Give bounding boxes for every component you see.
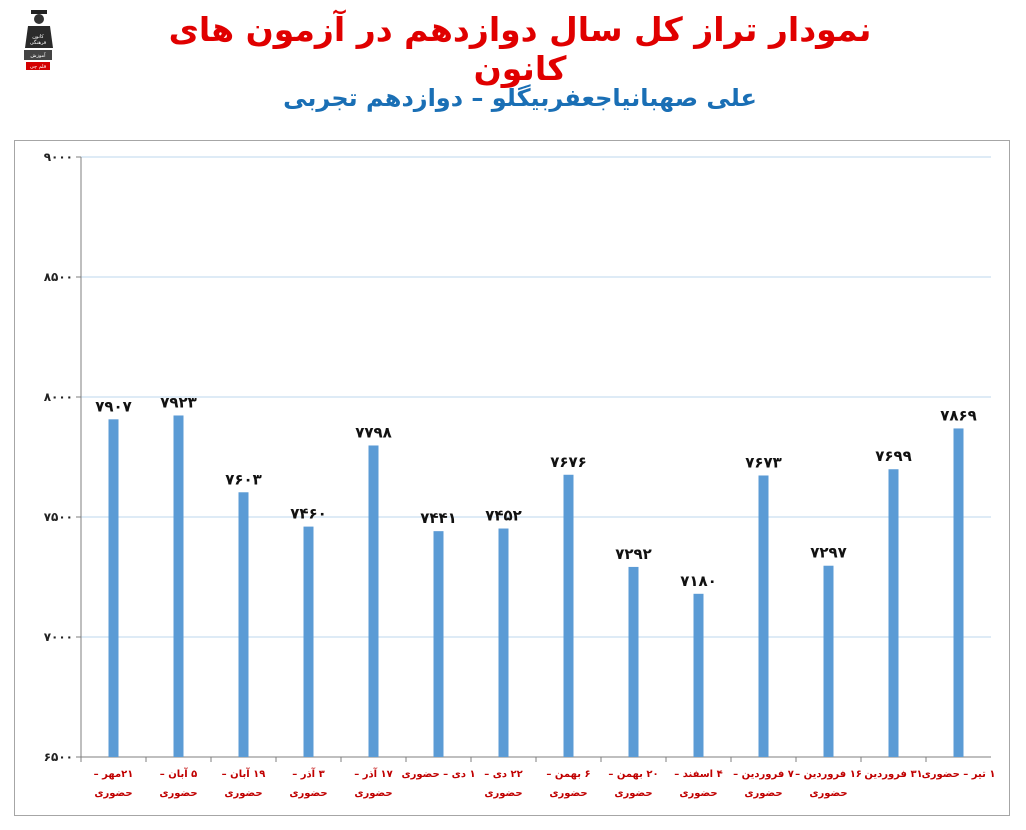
- bar: [953, 428, 964, 757]
- data-label: ۷۹۰۷: [95, 397, 132, 415]
- chart-subtitle: علی صهبانیاجعفربیگلو – دوازدهم تجربی: [283, 84, 757, 112]
- bar: [628, 566, 639, 757]
- data-label: ۷۴۶۰: [290, 505, 327, 523]
- x-tick-label: ۶ بهمن –: [546, 769, 590, 780]
- bar: [368, 445, 379, 757]
- bar: [433, 531, 444, 757]
- y-tick-label: ۷۰۰۰: [44, 630, 73, 644]
- bar: [563, 474, 574, 757]
- data-label: ۷۶۰۳: [225, 470, 262, 488]
- x-tick-label: حضوری: [94, 788, 132, 799]
- data-label: ۷۶۷۶: [550, 453, 587, 471]
- x-tick-label: حضوری: [744, 788, 782, 799]
- x-tick-label: ۲۱مهر –: [94, 769, 134, 780]
- x-tick-label: حضوری: [289, 788, 327, 799]
- x-tick-label: ۲۲ دی –: [484, 769, 522, 780]
- kanoon-logo: کانون فرهنگی آموزش قلم چی: [20, 8, 56, 72]
- y-tick-label: ۸۵۰۰: [44, 270, 73, 284]
- logo-line-4: قلم چی: [30, 64, 47, 70]
- data-label: ۷۶۹۹: [875, 447, 912, 465]
- data-label: ۷۶۷۳: [745, 453, 782, 471]
- x-tick-label: ۴ اسفند –: [674, 769, 722, 780]
- data-label: ۷۷۹۸: [355, 423, 392, 441]
- x-tick-label: حضوری: [549, 788, 587, 799]
- data-label: ۷۲۹۲: [615, 545, 652, 563]
- x-tick-label: ۱۹ آبان –: [222, 767, 266, 780]
- logo-line-2: فرهنگی: [30, 39, 47, 46]
- x-tick-label: ۳۱ فروردین: [864, 769, 922, 780]
- data-label: ۷۱۸۰: [680, 572, 717, 590]
- chart-title: نمودار تراز کل سال دوازدهم در آزمون های …: [168, 10, 872, 88]
- x-tick-label: ۲۰ بهمن –: [608, 769, 658, 780]
- bar: [303, 526, 314, 757]
- data-label: ۷۲۹۷: [810, 544, 847, 562]
- x-tick-label: حضوری: [614, 788, 652, 799]
- bar-chart: ۶۵۰۰ ۷۰۰۰ ۷۵۰۰ ۸۰۰۰ ۸۵۰۰ ۹۰۰۰ ۷۹۰۷ ۲۱مهر – حضوری…: [44, 150, 996, 799]
- bar: [823, 565, 834, 757]
- logo-line-1: کانون: [32, 34, 44, 40]
- bar: [888, 469, 899, 757]
- data-label: ۷۴۴۱: [420, 509, 457, 527]
- x-tick-label: حضوری: [354, 788, 392, 799]
- y-tick-label: ۷۵۰۰: [44, 510, 73, 524]
- x-tick-label: ۱ دی – حضوری: [401, 769, 475, 780]
- x-tick-label: ۷ فروردین –: [733, 769, 794, 780]
- x-tick-label: ۱۷ آذر –: [354, 767, 393, 780]
- bar: [238, 492, 249, 757]
- x-tick-label: حضوری: [679, 788, 717, 799]
- bar: [173, 415, 184, 757]
- bar: [498, 528, 509, 757]
- x-tick-label: ۳ آذر –: [292, 767, 324, 780]
- bar: [693, 593, 704, 757]
- x-tick-label: ۱۶ فروردین –: [795, 769, 862, 780]
- y-tick-label: ۸۰۰۰: [44, 390, 73, 404]
- x-tick-label: حضوری: [809, 788, 847, 799]
- y-tick-label: ۶۵۰۰: [44, 750, 73, 764]
- logo-line-3: آموزش: [30, 52, 46, 59]
- bar: [758, 475, 769, 757]
- y-tick-label: ۹۰۰۰: [44, 150, 73, 164]
- data-label: ۷۸۶۹: [940, 406, 977, 424]
- x-tick-label: ۱ تیر – حضوری: [922, 769, 996, 780]
- data-label: ۷۴۵۲: [485, 507, 522, 525]
- chart-area: ۶۵۰۰ ۷۰۰۰ ۷۵۰۰ ۸۰۰۰ ۸۵۰۰ ۹۰۰۰ ۷۹۰۷ ۲۱مهر – حضوری…: [14, 140, 1010, 816]
- x-tick-label: ۵ آبان –: [160, 767, 198, 780]
- x-tick-label: حضوری: [484, 788, 522, 799]
- data-label: ۷۹۲۳: [160, 393, 197, 411]
- x-tick-label: حضوری: [159, 788, 197, 799]
- bar: [108, 419, 119, 757]
- x-tick-label: حضوری: [224, 788, 262, 799]
